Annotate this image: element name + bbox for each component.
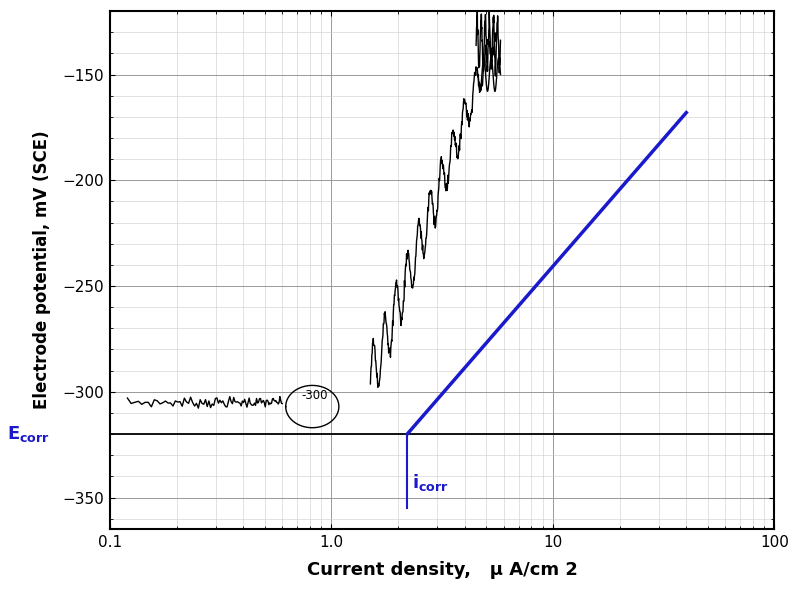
- Y-axis label: Electrode potential, mV (SCE): Electrode potential, mV (SCE): [34, 131, 51, 409]
- X-axis label: Current density,   μ A/cm 2: Current density, μ A/cm 2: [306, 561, 578, 579]
- Text: -300: -300: [301, 389, 328, 402]
- Text: $\mathbf{E_{corr}}$: $\mathbf{E_{corr}}$: [7, 424, 50, 444]
- Text: $\mathbf{i_{corr}}$: $\mathbf{i_{corr}}$: [412, 472, 449, 493]
